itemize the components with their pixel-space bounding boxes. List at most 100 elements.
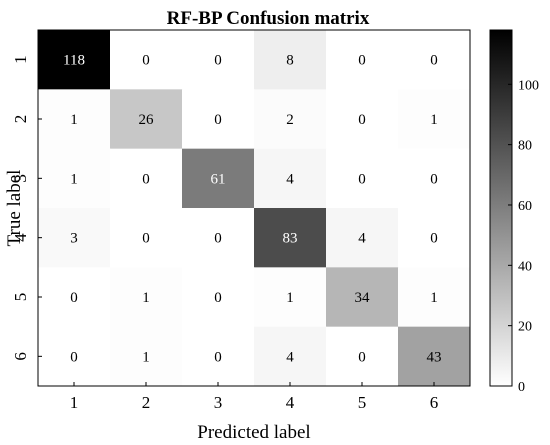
y-axis-ticks: 1 2 3 4 5 6: [11, 55, 42, 361]
cell-value-label: 0: [214, 231, 222, 247]
heatmap-cell: [254, 30, 327, 90]
heatmap-cell: [110, 89, 183, 150]
heatmap-cell: [110, 208, 183, 268]
y-tick-label: 4: [11, 233, 30, 242]
chart-title: RF-BP Confusion matrix: [167, 8, 370, 29]
heatmap-cell: [326, 208, 399, 268]
heatmap-cell: [110, 267, 183, 328]
cell-value-label: 1: [286, 290, 294, 306]
cell-value-label: 3: [70, 231, 78, 247]
heatmap-cell: [254, 267, 327, 328]
cell-value-label: 0: [214, 290, 222, 306]
heatmap-cell: [398, 326, 471, 387]
y-tick-label: 1: [11, 55, 30, 64]
cell-value-label: 0: [430, 171, 438, 187]
cell-value-label: 4: [358, 231, 366, 247]
heatmap-cells: 118 0 0 8 0 0 1 26 0 2 0 1 1 0 61 4 0 0 3 0 0 83 4 0 0 1 0 1 34 1 0 1 0 4…: [38, 30, 471, 387]
cell-value-label: 0: [358, 349, 366, 365]
heatmap-cell: [38, 326, 111, 387]
heatmap-cell: [182, 326, 255, 387]
cell-value-label: 0: [70, 290, 78, 306]
cell-value-label: 0: [142, 53, 150, 69]
cell-value-label: 2: [286, 112, 294, 128]
heatmap-cell: [182, 208, 255, 268]
cell-value-label: 0: [70, 349, 78, 365]
colorbar-tick-label: 100: [518, 78, 539, 93]
x-tick-label: 5: [358, 393, 367, 412]
heatmap-cell: [38, 148, 111, 209]
x-tick-label: 3: [214, 393, 223, 412]
cell-value-label: 34: [355, 290, 371, 306]
x-axis-label: Predicted label: [197, 422, 310, 443]
cell-value-label: 0: [142, 171, 150, 187]
cell-value-label: 118: [63, 53, 85, 69]
colorbar-ticks: 0 20 40 60 80 100: [508, 78, 539, 395]
cell-value-label: 0: [142, 231, 150, 247]
cell-value-label: 1: [70, 112, 78, 128]
x-tick-label: 2: [142, 393, 151, 412]
heatmap-cell: [38, 208, 111, 268]
x-tick-label: 4: [286, 393, 295, 412]
cell-value-label: 26: [139, 112, 155, 128]
y-tick-label: 2: [11, 115, 30, 124]
cell-value-label: 0: [358, 53, 366, 69]
heatmap-cell: [182, 148, 255, 209]
heatmap-cell: [254, 148, 327, 209]
heatmap-cell: [182, 89, 255, 150]
cell-value-label: 0: [214, 53, 222, 69]
heatmap-cell: [398, 89, 471, 150]
cell-value-label: 0: [430, 231, 438, 247]
x-tick-label: 1: [70, 393, 79, 412]
cell-value-label: 0: [358, 112, 366, 128]
cell-value-label: 1: [142, 290, 150, 306]
heatmap-cell: [38, 89, 111, 150]
cell-value-label: 8: [286, 53, 294, 69]
colorbar-tick-label: 0: [518, 380, 525, 395]
cell-value-label: 4: [286, 171, 294, 187]
heatmap-cell: [398, 267, 471, 328]
heatmap-cell: [326, 89, 399, 150]
y-tick-label: 6: [11, 352, 30, 361]
cell-value-label: 1: [430, 112, 438, 128]
plot-frame: [37, 29, 471, 387]
cell-value-label: 0: [214, 349, 222, 365]
y-tick-label: 5: [11, 293, 30, 302]
colorbar-tick-label: 60: [518, 199, 532, 214]
y-axis-label: True label: [4, 170, 25, 247]
heatmap-cell: [326, 148, 399, 209]
heatmap-cell: [38, 267, 111, 328]
cell-value-label: 4: [286, 349, 294, 365]
cell-value-label: 61: [211, 171, 226, 187]
colorbar-tick-label: 40: [518, 259, 532, 274]
cell-value-label: 1: [70, 171, 78, 187]
heatmap-cell: [326, 30, 399, 90]
x-tick-label: 6: [430, 393, 439, 412]
heatmap-cell: [398, 208, 471, 268]
heatmap-cell: [38, 30, 111, 90]
heatmap-cell: [110, 326, 183, 387]
cell-value-label: 0: [430, 53, 438, 69]
colorbar-tick-label: 20: [518, 320, 532, 335]
cell-value-label: 83: [283, 231, 298, 247]
heatmap-cell: [326, 326, 399, 387]
heatmap-cell: [182, 30, 255, 90]
cell-value-label: 0: [358, 171, 366, 187]
heatmap-cell: [254, 89, 327, 150]
heatmap-cell: [110, 148, 183, 209]
heatmap-cell: [398, 148, 471, 209]
cell-value-label: 1: [430, 290, 438, 306]
x-axis-ticks: 1 2 3 4 5 6: [70, 382, 439, 412]
cell-value-label: 0: [214, 112, 222, 128]
cell-value-label: 1: [142, 349, 150, 365]
heatmap-cell: [254, 208, 327, 268]
y-tick-label: 3: [11, 174, 30, 183]
colorbar: [489, 29, 513, 387]
heatmap-cell: [326, 267, 399, 328]
colorbar-tick-label: 80: [518, 139, 532, 154]
heatmap-cell: [398, 30, 471, 90]
heatmap-cell: [182, 267, 255, 328]
heatmap-cell: [254, 326, 327, 387]
cell-value-label: 43: [427, 349, 442, 365]
heatmap-cell: [110, 30, 183, 90]
